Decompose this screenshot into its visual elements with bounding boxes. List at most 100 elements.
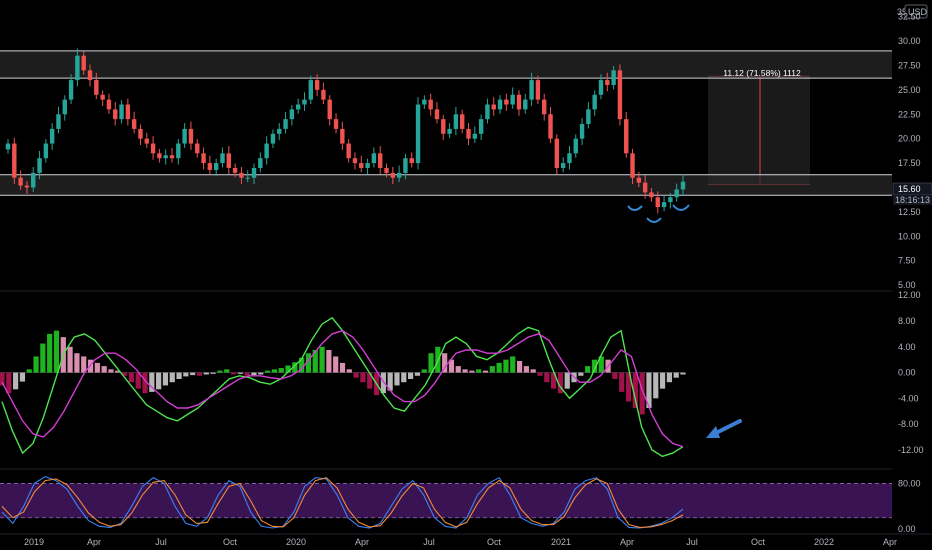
candle [680,181,686,190]
macd-histogram-bar [162,372,169,386]
candle [239,172,244,178]
stoch-panel[interactable] [0,468,892,529]
price-axis[interactable]: 32.5030.0027.5025.0022.5020.0017.5015.00… [898,12,924,534]
stoch-tick-label: 80.00 [898,478,921,488]
macd-histogram-bar [591,359,598,373]
candle [567,153,572,164]
candle [113,109,118,120]
time-axis[interactable]: 2019 Apr Jul Oct 2020 Apr Jul Oct 2021 Apr Jul Oct 2… [0,533,932,547]
stoch-band [0,483,892,518]
candle [554,138,560,168]
time-tick-label: 2020 [286,537,306,547]
macd-histogram-bar [183,372,189,377]
candle [377,153,383,168]
macd-histogram-bar [67,346,73,373]
macd-histogram-bar [94,362,100,373]
candle [409,158,414,164]
candle [384,167,389,173]
candle [592,94,597,110]
price-tick-label: 7.50 [898,256,916,266]
currency-badge[interactable] [904,4,928,19]
candle [81,55,86,71]
macd-histogram-bar [612,372,618,379]
candle [617,70,623,120]
candle [485,104,490,120]
candle [352,158,358,164]
macd-tick-label: 4.00 [898,342,916,352]
candle [460,114,465,129]
macd-histogram-bar [305,353,312,373]
macd-histogram-bar [380,372,386,394]
candle [157,153,162,159]
macd-histogram-bar [462,369,468,373]
candle [523,99,528,110]
candle [359,163,364,168]
macd-histogram-bar [666,372,672,383]
candle [346,143,351,159]
macd-histogram-bar [367,372,373,389]
currency-label: USD [908,7,928,17]
candle [605,80,610,85]
price-panel[interactable] [0,48,892,214]
macd-histogram-bar [333,356,339,373]
candle [220,153,225,164]
candle [87,70,93,81]
candle [131,119,137,129]
countdown-timer: 18:16:13 [895,195,930,205]
candle [5,143,11,150]
macd-histogram-bar [210,372,216,374]
macd-histogram-bar [442,353,448,373]
candle [441,119,446,134]
macd-histogram-bar [190,372,196,376]
projection-box [708,76,810,185]
macd-histogram-bar [394,372,400,386]
candle [75,55,80,81]
measurement-label: 11.12 (71.58%) 1112 [723,68,801,78]
candle [182,128,187,144]
macd-histogram-bar [53,330,60,373]
stoch-tick-label: 0.00 [898,524,916,534]
macd-histogram-bar [101,366,107,373]
candle [195,143,200,154]
macd-histogram-bar [26,369,32,373]
macd-histogram-bar [81,356,87,373]
current-price-tag: 15.60 18:16:13 [892,182,932,205]
macd-histogram-bar [625,372,632,402]
candle [24,185,30,188]
macd-histogram-bar [557,372,564,394]
candle [295,104,301,110]
candle [422,99,427,105]
macd-tick-label: -4.00 [898,393,919,403]
macd-histogram-bar [244,372,250,376]
current-price-value: 15.60 [898,184,921,194]
time-tick-label: 2019 [24,537,44,547]
macd-histogram-bar [516,360,523,373]
macd-panel[interactable] [0,290,892,458]
macd-histogram-bar [285,365,291,373]
time-tick-label: Jul [686,537,698,547]
time-tick-label: Jul [423,537,435,547]
macd-histogram-bar [530,369,536,373]
candle [466,128,471,139]
macd-tick-label: 8.00 [898,316,916,326]
candle [453,114,459,129]
macd-histogram-bar [142,372,148,394]
candle [636,177,642,183]
macd-histogram-bar [74,353,80,373]
candle [478,119,484,134]
candle [169,155,175,159]
price-tick-label: 20.00 [898,134,921,144]
macd-histogram-bar [264,370,271,373]
macd-histogram-bar [156,372,162,390]
candle [213,163,219,170]
time-tick-label: Apr [355,537,369,547]
candle [573,138,578,154]
candle [251,167,257,178]
candle [314,80,320,90]
time-tick-label: Oct [223,537,238,547]
macd-histogram-bar [503,359,509,373]
candle [630,153,635,178]
candle [472,133,478,139]
macd-histogram-bar [271,369,277,373]
